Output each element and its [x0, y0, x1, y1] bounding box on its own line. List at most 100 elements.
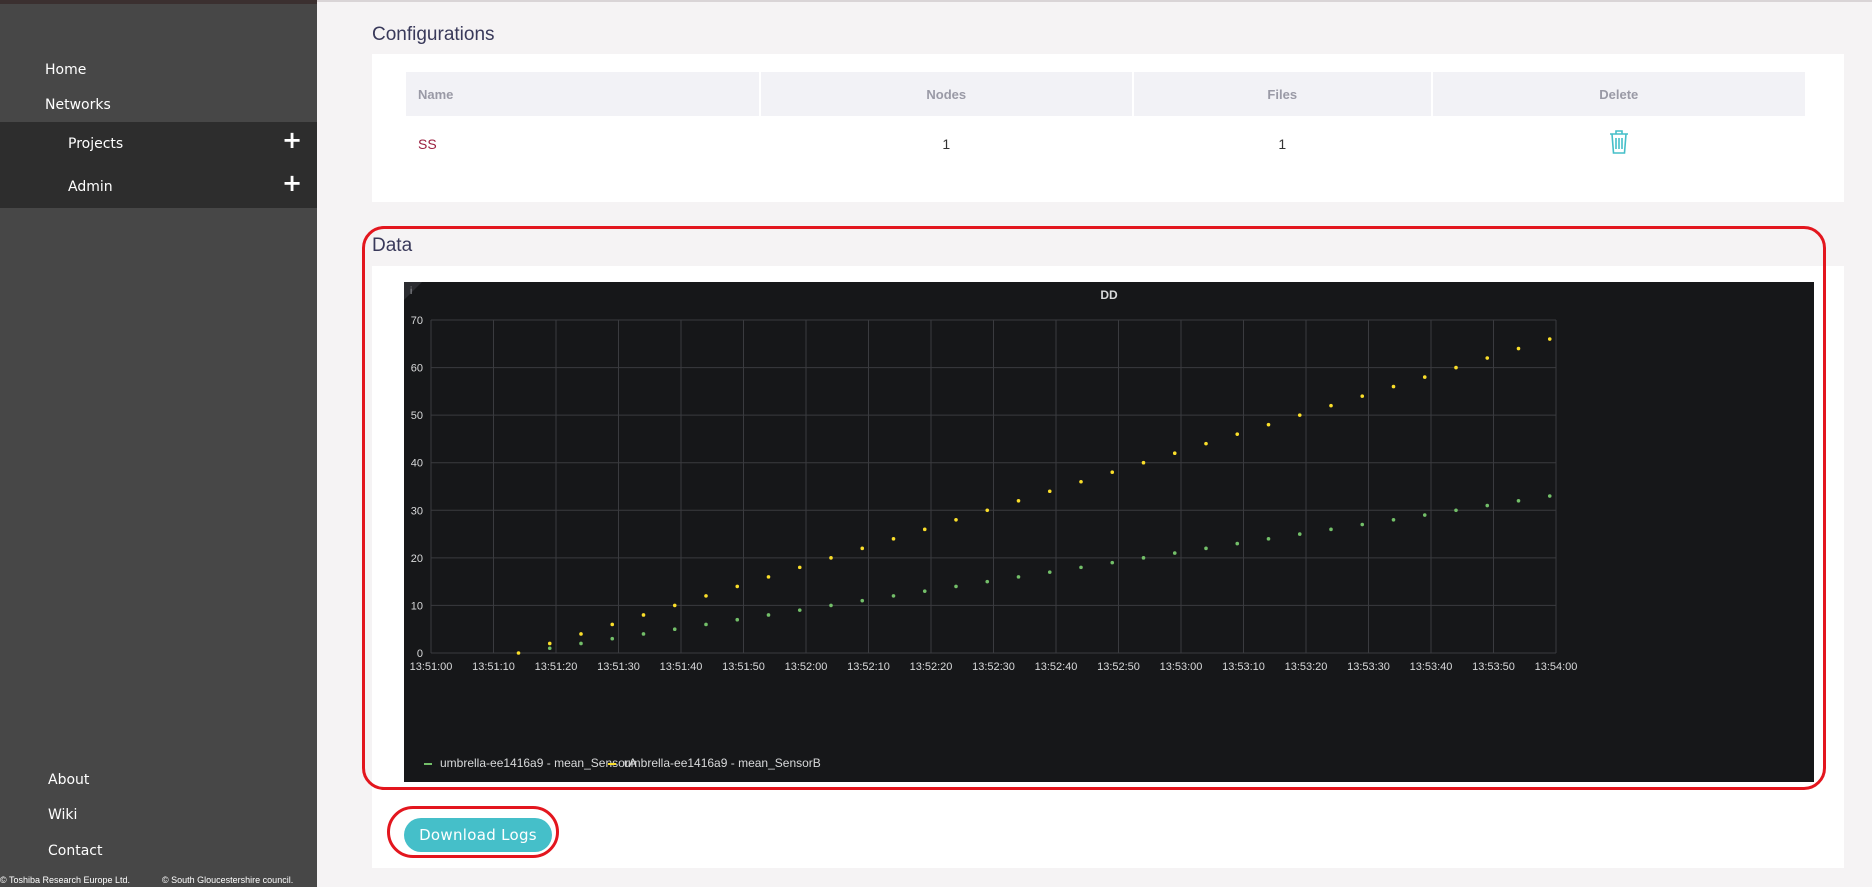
data-point-sensor-a [829, 603, 833, 608]
data-point-sensor-a [579, 641, 583, 646]
y-tick-label: 0 [417, 648, 423, 660]
data-point-sensor-a [1516, 498, 1521, 503]
sidebar: Home Networks Projects + Admin + About W… [0, 0, 317, 887]
nav-link-contact[interactable]: Contact [48, 843, 103, 859]
chart-points [516, 337, 1552, 655]
data-point-sensor-b [1422, 375, 1427, 379]
data-point-sensor-b [1172, 451, 1177, 455]
y-tick-label: 40 [411, 458, 423, 470]
data-point-sensor-b [797, 565, 802, 570]
data-point-sensor-a [704, 622, 708, 627]
data-point-sensor-b [641, 613, 646, 617]
plus-icon[interactable]: + [282, 169, 303, 197]
main-top-border [317, 0, 1872, 2]
x-tick-label: 13:52:00 [785, 661, 828, 673]
download-logs-button[interactable]: Download Logs [404, 818, 552, 852]
data-point-sensor-b [579, 632, 583, 636]
data-point-sensor-a [1454, 508, 1458, 513]
data-point-sensor-a [1360, 522, 1365, 527]
x-tick-label: 13:53:50 [1472, 661, 1515, 673]
x-tick-label: 13:53:30 [1347, 661, 1390, 673]
chart-title: DD [1100, 288, 1118, 302]
nav-link-about[interactable]: About [48, 772, 90, 788]
nav-link-wiki[interactable]: Wiki [48, 807, 78, 823]
data-point-sensor-a [922, 589, 927, 593]
x-tick-label: 13:51:50 [722, 661, 765, 673]
data-point-sensor-b [1079, 479, 1083, 484]
x-tick-label: 13:51:30 [597, 661, 640, 673]
data-point-sensor-a [1172, 551, 1177, 555]
sidebar-item-admin[interactable]: Admin + [0, 165, 317, 208]
data-point-sensor-b [1360, 394, 1365, 398]
y-tick-label: 10 [411, 600, 423, 612]
configurations-title: Configurations [372, 24, 495, 45]
x-axis: 13:51:00 13:51:10 13:51:20 13:51:30 13:51:40… [410, 661, 1578, 673]
data-point-sensor-a [891, 594, 896, 598]
data-point-sensor-b [1547, 337, 1552, 341]
legend-item-sensor-a[interactable]: umbrella-ee1416a9 - mean_SensorA [424, 756, 637, 770]
data-point-sensor-b [1329, 403, 1333, 408]
data-point-sensor-a [1329, 527, 1333, 532]
data-point-sensor-a [766, 613, 771, 617]
data-point-sensor-b [547, 641, 552, 646]
data-point-sensor-b [1141, 460, 1146, 465]
footer-copyright-council: © South Gloucestershire council. [162, 875, 294, 885]
data-point-sensor-a [1204, 546, 1208, 551]
column-header-nodes: Nodes [760, 72, 1132, 116]
data-point-sensor-a [797, 608, 802, 612]
data-point-sensor-a [547, 646, 552, 651]
sidebar-item-label: Admin [68, 179, 113, 195]
y-tick-label: 20 [411, 553, 423, 565]
x-tick-label: 13:54:00 [1535, 661, 1578, 673]
cell-files: 1 [1278, 135, 1287, 152]
chart-grid [430, 319, 1557, 654]
column-header-files: Files [1133, 72, 1431, 116]
cell-name: SS [406, 116, 759, 171]
nav-link-networks[interactable]: Networks [45, 97, 111, 113]
x-tick-label: 13:52:10 [847, 661, 890, 673]
data-point-sensor-a [1391, 518, 1396, 522]
legend-label: umbrella-ee1416a9 - mean_SensorB [624, 756, 821, 770]
data-point-sensor-b [1016, 498, 1021, 503]
data-point-sensor-a [1547, 494, 1552, 498]
data-point-sensor-a [610, 636, 615, 641]
data-point-sensor-a [985, 579, 990, 584]
sidebar-item-label: Projects [68, 136, 124, 152]
data-point-sensor-b [985, 508, 990, 513]
plus-icon[interactable]: + [282, 126, 303, 154]
table-row: SS 1 1 [406, 116, 1805, 171]
data-point-sensor-a [641, 632, 646, 636]
configurations-table: Name Nodes Files Delete SS 1 1 [404, 72, 1807, 171]
data-point-sensor-a [1297, 532, 1302, 536]
legend-swatch [608, 762, 616, 765]
column-header-name: Name [406, 72, 759, 116]
trash-icon[interactable] [1608, 129, 1630, 155]
column-header-delete: Delete [1432, 72, 1805, 116]
config-link[interactable]: SS [418, 135, 437, 152]
data-point-sensor-a [1485, 503, 1490, 508]
legend-item-sensor-b[interactable]: umbrella-ee1416a9 - mean_SensorB [608, 756, 821, 770]
data-point-sensor-a [954, 584, 958, 589]
data-point-sensor-a [860, 598, 865, 603]
data-point-sensor-a [1141, 556, 1146, 560]
data-point-sensor-b [1110, 470, 1115, 475]
data-section-title: Data [372, 235, 413, 256]
data-point-sensor-b [610, 622, 615, 627]
data-point-sensor-a [1266, 537, 1271, 541]
cell-nodes: 1 [942, 135, 951, 152]
info-icon[interactable]: i [410, 286, 412, 297]
footer-copyright-toshiba: © Toshiba Research Europe Ltd. [0, 875, 131, 885]
data-point-sensor-b [1047, 489, 1052, 494]
x-tick-label: 13:53:00 [1160, 661, 1203, 673]
table-header-row: Name Nodes Files Delete [406, 72, 1805, 116]
nav-link-home[interactable]: Home [45, 62, 87, 78]
data-point-sensor-b [704, 594, 708, 598]
grafana-panel: i DD 0 10 20 30 40 50 60 70 13:51:00 13:51:10 13:… [404, 282, 1814, 782]
x-tick-label: 13:51:00 [410, 661, 453, 673]
x-tick-label: 13:51:20 [535, 661, 578, 673]
data-point-sensor-b [1266, 422, 1271, 427]
x-tick-label: 13:52:50 [1097, 661, 1140, 673]
y-tick-label: 50 [411, 410, 423, 422]
sidebar-item-projects[interactable]: Projects + [0, 122, 317, 165]
data-point-sensor-a [1235, 541, 1240, 546]
